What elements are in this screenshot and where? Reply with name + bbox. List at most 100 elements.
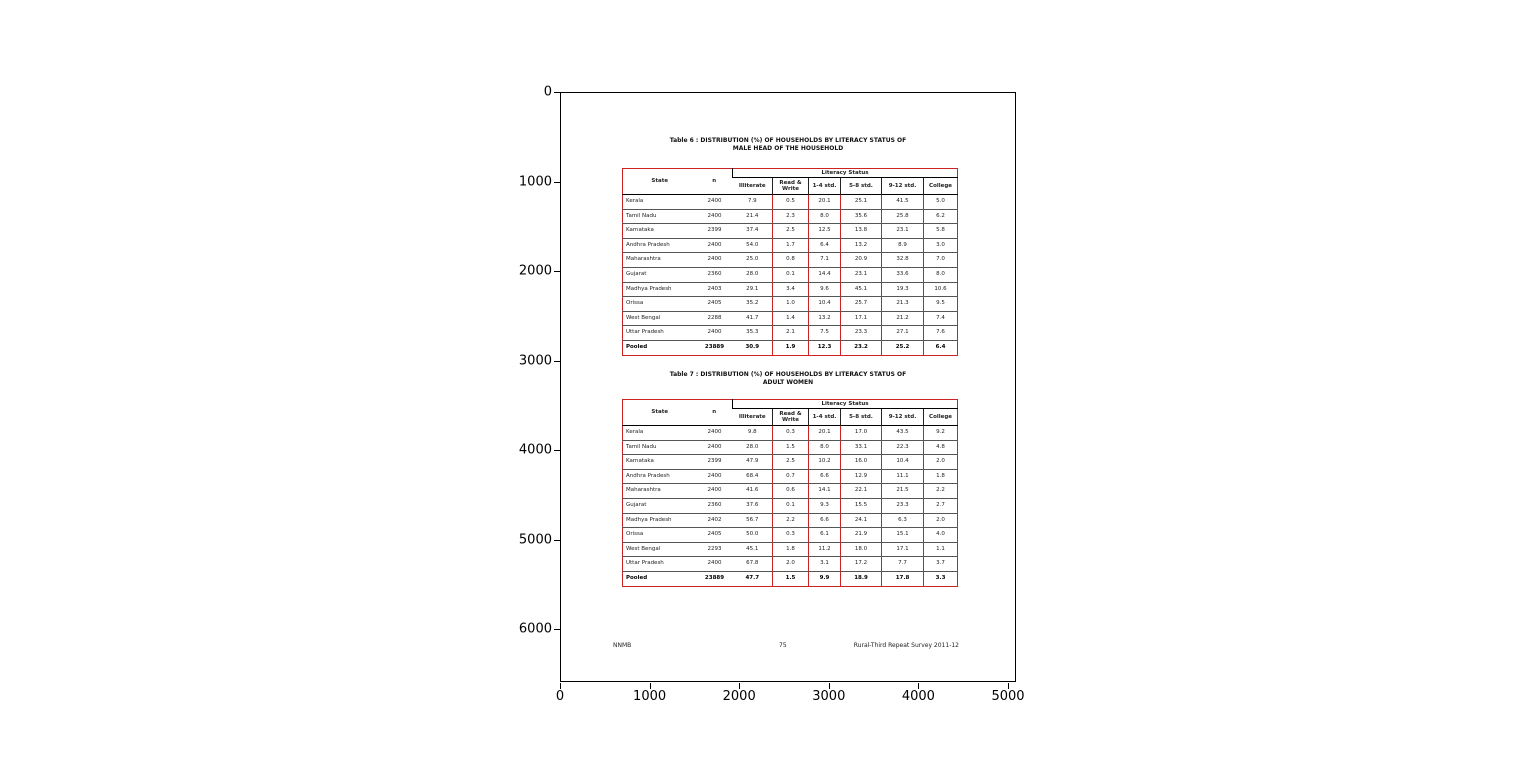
value-cell: 2400	[696, 425, 733, 441]
value-cell: 47.9	[732, 454, 773, 470]
value-cell: 21.5	[881, 483, 924, 499]
value-cell: 9.2	[922, 425, 958, 441]
table-row: Karnataka 2399 37.4 2.5 12.5 13.8 23.1 5.8	[622, 223, 958, 239]
footer-survey-label: Rural-Third Repeat Survey 2011-12	[853, 642, 959, 649]
table-row: Pooled 23889 47.7 1.5 9.9 18.9 17.8 3.3	[622, 570, 958, 587]
y-tick-mark	[554, 92, 560, 93]
value-cell: 0.7	[772, 469, 809, 485]
y-tick-label: 0	[543, 84, 552, 100]
column-header-college: College	[922, 408, 958, 426]
table-row: Tamil Nadu 2400 21.4 2.3 8.0 35.6 25.8 6.2	[622, 209, 958, 225]
value-cell: 4.0	[922, 527, 958, 543]
value-cell: 0.3	[772, 425, 809, 441]
value-cell: 2405	[696, 527, 733, 543]
state-cell: Andhra Pradesh	[622, 469, 697, 485]
value-cell: 22.3	[881, 440, 924, 456]
value-cell: 41.7	[732, 311, 773, 327]
value-cell: 23.2	[840, 339, 882, 356]
value-cell: 33.1	[840, 440, 882, 456]
value-cell: 50.0	[732, 527, 773, 543]
state-cell: Gujarat	[622, 498, 697, 514]
table-row: West Bengal 2288 41.7 1.4 13.2 17.1 21.2 7.4	[622, 311, 958, 327]
value-cell: 2.5	[772, 454, 809, 470]
value-cell: 0.6	[772, 483, 809, 499]
table-row: Andhra Pradesh 2400 54.0 1.7 6.4 13.2 8.9 3.0	[622, 238, 958, 254]
table-row: West Bengal 2293 45.1 1.8 11.2 18.0 17.1 1.1	[622, 542, 958, 558]
footer-org-label: NNMB	[613, 642, 632, 649]
state-cell: Karnataka	[622, 454, 697, 470]
value-cell: 11.1	[881, 469, 924, 485]
value-cell: 17.1	[881, 542, 924, 558]
state-cell: Uttar Pradesh	[622, 556, 697, 572]
state-cell: Pooled	[622, 339, 697, 356]
value-cell: 2400	[696, 194, 733, 210]
value-cell: 17.1	[840, 311, 882, 327]
group-header-literacy-status: Literacy Status	[731, 168, 958, 178]
value-cell: 37.4	[732, 223, 773, 239]
state-cell: Madhya Pradesh	[622, 513, 697, 529]
value-cell: 9.3	[808, 498, 841, 514]
value-cell: 2402	[696, 513, 733, 529]
value-cell: 9.8	[732, 425, 773, 441]
value-cell: 24.1	[840, 513, 882, 529]
table-row: Kerala 2400 7.9 0.5 20.1 25.1 41.5 5.0	[622, 194, 958, 210]
value-cell: 9.5	[922, 296, 958, 312]
state-cell: Maharashtra	[622, 483, 697, 499]
value-cell: 2.1	[772, 325, 809, 341]
value-cell: 18.9	[840, 570, 882, 587]
column-header-1-4-std: 1-4 std.	[808, 408, 841, 426]
value-cell: 8.9	[881, 238, 924, 254]
value-cell: 45.1	[732, 542, 773, 558]
value-cell: 6.6	[808, 469, 841, 485]
value-cell: 56.7	[732, 513, 773, 529]
value-cell: 11.2	[808, 542, 841, 558]
table-7-title: Table 7 : DISTRIBUTION (%) OF HOUSEHOLDS…	[561, 371, 1015, 387]
table-row: Karnataka 2399 47.9 2.5 10.2 16.0 10.4 2.0	[622, 454, 958, 470]
value-cell: 0.1	[772, 267, 809, 283]
column-header-n: n	[712, 178, 717, 185]
value-cell: 3.1	[808, 556, 841, 572]
value-cell: 7.1	[808, 252, 841, 268]
value-cell: 2399	[696, 223, 733, 239]
value-cell: 28.0	[732, 267, 773, 283]
y-tick-mark	[554, 271, 560, 272]
value-cell: 0.8	[772, 252, 809, 268]
value-cell: 21.9	[840, 527, 882, 543]
table-title-line: Table 7 : DISTRIBUTION (%) OF HOUSEHOLDS…	[669, 371, 907, 378]
y-tick-mark	[554, 539, 560, 541]
value-cell: 2.3	[772, 209, 809, 225]
state-cell: Tamil Nadu	[622, 440, 697, 456]
value-cell: 17.8	[881, 570, 924, 587]
value-cell: 20.1	[808, 194, 841, 210]
value-cell: 14.4	[808, 267, 841, 283]
state-cell: Uttar Pradesh	[622, 325, 697, 341]
value-cell: 41.5	[881, 194, 924, 210]
value-cell: 10.2	[808, 454, 841, 470]
value-cell: 45.1	[840, 282, 882, 298]
value-cell: 35.2	[732, 296, 773, 312]
value-cell: 47.7	[732, 570, 773, 587]
y-tick-label: 4000	[518, 442, 552, 458]
table-row: Kerala 2400 9.8 0.3 20.1 17.0 43.5 9.2	[622, 425, 958, 441]
value-cell: 2.2	[772, 513, 809, 529]
value-cell: 2405	[696, 296, 733, 312]
value-cell: 2400	[696, 469, 733, 485]
value-cell: 8.0	[808, 440, 841, 456]
value-cell: 23.3	[840, 325, 882, 341]
table-row: Tamil Nadu 2400 28.0 1.5 8.0 33.1 22.3 4.8	[622, 440, 958, 456]
value-cell: 10.6	[922, 282, 958, 298]
value-cell: 0.1	[772, 498, 809, 514]
column-header-5-8-std: 5-8 std.	[840, 177, 882, 195]
state-cell: Kerala	[622, 194, 697, 210]
value-cell: 16.0	[840, 454, 882, 470]
x-tick-label: 1000	[633, 689, 667, 704]
value-cell: 0.3	[772, 527, 809, 543]
value-cell: 25.8	[881, 209, 924, 225]
column-header-n: n	[712, 409, 717, 416]
value-cell: 5.8	[922, 223, 958, 239]
state-cell: Maharashtra	[622, 252, 697, 268]
x-tick-label: 5000	[991, 689, 1025, 704]
value-cell: 68.4	[732, 469, 773, 485]
value-cell: 20.9	[840, 252, 882, 268]
value-cell: 8.0	[922, 267, 958, 283]
